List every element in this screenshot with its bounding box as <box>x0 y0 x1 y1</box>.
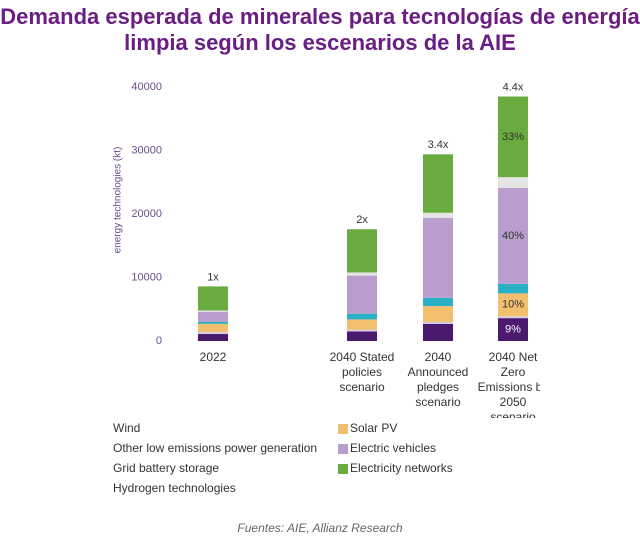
share-label: 9% <box>505 323 521 335</box>
bar-label: 1x <box>207 271 219 283</box>
x-tick-label: 2040 Announced pledges scenario <box>407 350 469 409</box>
bar-segment <box>198 334 228 341</box>
x-labels: 2022 2040 Stated policies scenario 2040 An… <box>0 348 540 418</box>
bar-segment <box>198 311 228 322</box>
y-tick-label: 0 <box>156 335 162 347</box>
legend-label: Solar PV <box>350 421 398 435</box>
bar-segment <box>347 319 377 330</box>
y-axis-label: energy technologies (kt) <box>113 147 124 254</box>
bar-segment <box>347 229 377 273</box>
bar-label: 3.4x <box>428 139 449 151</box>
bar-segment <box>423 212 453 218</box>
share-label: 33% <box>502 131 524 143</box>
bar-segment <box>347 313 377 320</box>
legend-label: Hydrogen technologies <box>113 481 236 495</box>
bar-segment <box>347 331 377 341</box>
bar-segment <box>498 283 528 294</box>
bar-segment <box>423 321 453 324</box>
bar-segment <box>423 323 453 341</box>
bar-segment <box>347 329 377 332</box>
legend-label: Electric vehicles <box>350 441 437 455</box>
bar-segment <box>198 332 228 335</box>
share-label: 10% <box>502 299 524 311</box>
x-tick-label: 2022 <box>199 350 227 364</box>
bar-segment <box>498 187 528 284</box>
x-tick-label: 2040 Stated policies scenario <box>329 350 395 394</box>
legend-swatch <box>338 444 348 454</box>
y-tick-label: 20000 <box>131 208 162 220</box>
bar-segment <box>498 293 528 317</box>
bar-segment <box>198 323 228 333</box>
bar-segment <box>498 177 528 188</box>
chart-title: Demanda esperada de minerales para tecno… <box>0 4 640 55</box>
bar-segment <box>347 275 377 314</box>
bar-segment <box>423 306 453 322</box>
x-tick-label: 2040 Net Zero Emissions by 2050 scenario <box>477 350 540 418</box>
legend-label: Other low emissions power generation <box>113 441 318 455</box>
legend-swatch <box>338 464 348 474</box>
legend-swatch <box>338 424 348 434</box>
bar-segment <box>498 96 528 178</box>
bar-segment <box>498 316 528 319</box>
share-label: 40% <box>502 230 524 242</box>
bar-segment <box>423 297 453 307</box>
source: Fuentes: AIE, Allianz Research <box>237 521 403 535</box>
y-tick-label: 30000 <box>131 144 162 156</box>
legend-label: Wind <box>113 421 141 435</box>
y-tick-label: 10000 <box>131 271 162 283</box>
legend-label: Grid battery storage <box>113 461 220 475</box>
bar-segment <box>347 272 377 276</box>
bar-segment <box>498 318 528 341</box>
bar-segment <box>198 310 228 312</box>
bar-segment <box>423 217 453 298</box>
y-tick-label: 40000 <box>131 81 162 93</box>
bar-label: 2x <box>356 214 368 226</box>
bar-segment <box>198 286 228 311</box>
bar-segment <box>423 154 453 213</box>
legend-label: Electricity networks <box>350 461 453 475</box>
bar-segment <box>198 321 228 324</box>
bar-label: 4.4x <box>503 81 524 93</box>
